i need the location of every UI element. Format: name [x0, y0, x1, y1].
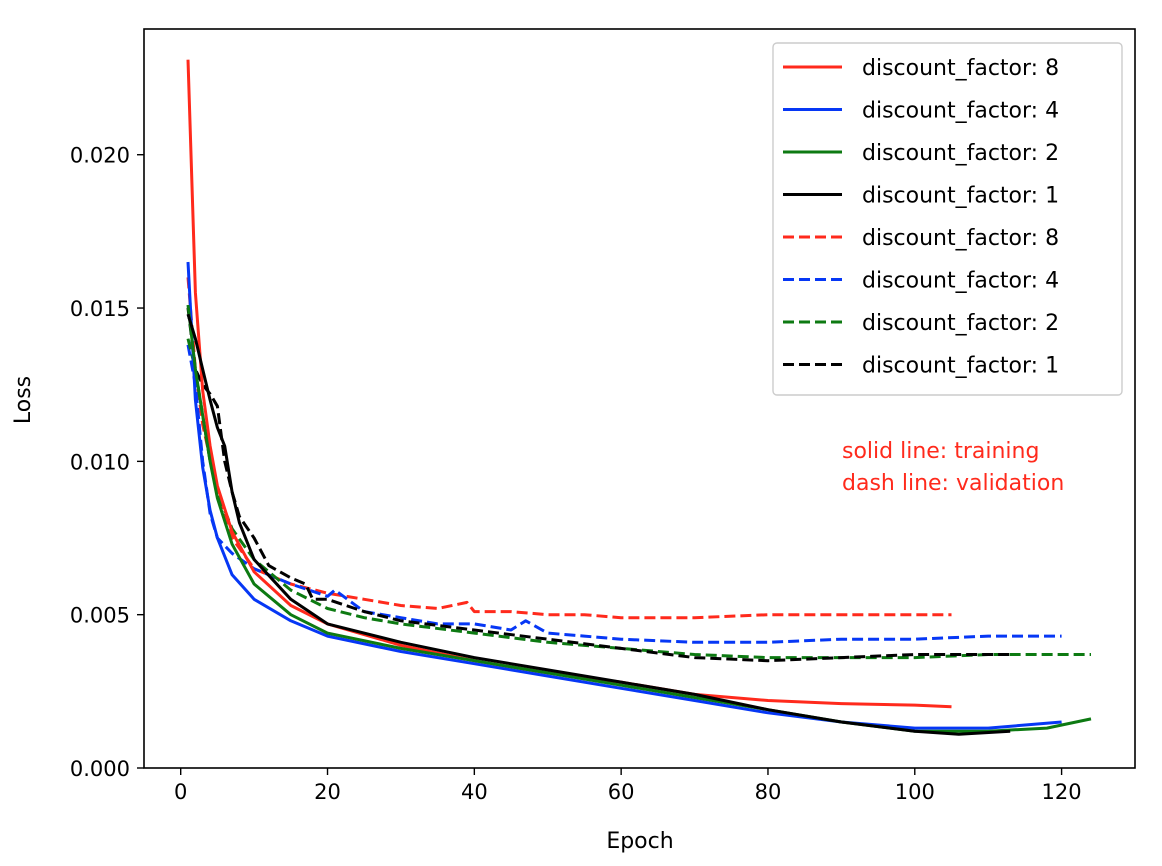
- legend-label: discount_factor: 1: [862, 184, 1059, 209]
- legend-box: [772, 42, 1123, 396]
- legend-label: discount_factor: 1: [862, 354, 1059, 379]
- plot-lines: [186, 59, 1092, 736]
- legend-label: discount_factor: 8: [862, 226, 1059, 251]
- x-tick-label: 80: [755, 780, 782, 804]
- series-line-training-discount-factor-1: [186, 313, 1011, 736]
- annotation-line-training: solid line: training: [842, 439, 1039, 464]
- y-tick-label: 0.005: [70, 604, 130, 628]
- legend-label: discount_factor: 8: [862, 56, 1059, 81]
- y-tick-label: 0.010: [70, 450, 130, 474]
- x-tick-label: 60: [608, 780, 635, 804]
- y-axis: 0.000 0.005 0.010 0.015 0.020: [70, 144, 144, 781]
- annotation-line-validation: dash line: validation: [842, 471, 1064, 496]
- x-tick-label: 0: [174, 780, 187, 804]
- y-axis-title: Loss: [11, 376, 36, 424]
- y-tick-label: 0.000: [70, 757, 130, 781]
- legend-label: discount_factor: 2: [862, 311, 1059, 336]
- x-axis-title: Epoch: [606, 829, 673, 854]
- legend-label: discount_factor: 4: [862, 99, 1059, 124]
- x-tick-label: 100: [895, 780, 935, 804]
- legend-label: discount_factor: 4: [862, 269, 1059, 294]
- y-tick-label: 0.020: [70, 144, 130, 168]
- annotation: solid line: training dash line: validati…: [842, 439, 1064, 496]
- x-tick-label: 120: [1042, 780, 1082, 804]
- legend-label: discount_factor: 2: [862, 141, 1059, 166]
- plot-frame: [143, 28, 1136, 769]
- series-line-validation-discount-factor-8: [186, 277, 952, 620]
- y-tick-label: 0.015: [70, 297, 130, 321]
- x-tick-label: 40: [461, 780, 488, 804]
- series-line-validation-discount-factor-1: [186, 307, 1011, 663]
- legend: discount_factor: 8 discount_factor: 4 disc…: [772, 42, 1123, 396]
- x-axis: 0 20 40 60 80 100 120: [174, 768, 1082, 804]
- x-tick-label: 20: [314, 780, 341, 804]
